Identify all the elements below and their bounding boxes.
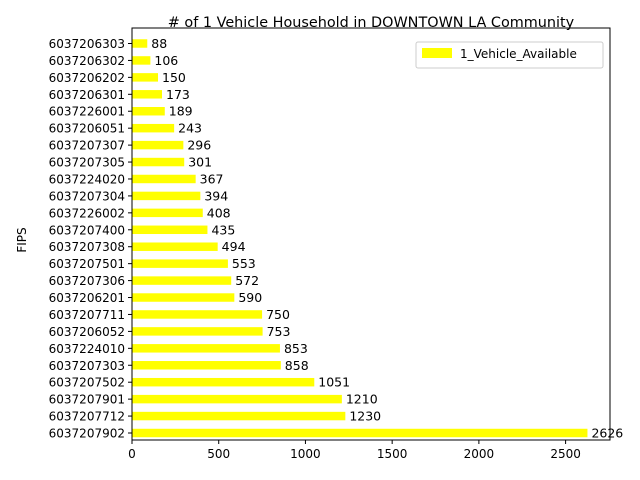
x-tick-label: 500 [207,447,230,461]
x-tick-label: 2000 [464,447,495,461]
x-tick-label: 1000 [290,447,321,461]
bar [132,174,196,184]
y-tick-label: 6037226001 [49,105,125,119]
data-label: 572 [235,273,259,288]
data-label: 88 [151,36,167,51]
bar [132,225,208,235]
bar [132,140,184,150]
bar [132,276,232,285]
y-axis-label: FIPS [15,227,29,252]
axes-frame [131,27,611,441]
bar [132,394,342,404]
y-tick-label: 6037207305 [49,156,125,170]
y-tick-label: 6037224010 [49,342,125,356]
data-label: 106 [154,53,178,68]
data-label: 553 [232,256,256,271]
y-tick-label: 6037206303 [49,37,125,51]
data-label: 590 [238,290,262,305]
data-label: 189 [169,104,193,119]
legend-swatch [422,48,452,58]
bar [132,208,203,218]
legend-box [415,41,604,69]
bar [132,39,148,48]
y-tick-label: 6037207306 [49,274,125,288]
bar [132,411,346,421]
bar [132,259,228,268]
y-tick-label: 6037207400 [49,223,125,237]
data-label: 301 [188,155,212,170]
y-tick-label: 6037207308 [49,240,125,254]
data-label: 394 [204,188,228,203]
bar [132,157,185,167]
bar [132,56,151,65]
bar [132,123,175,133]
data-label: 150 [162,70,186,85]
data-label: 408 [207,205,231,220]
data-label: 853 [284,341,308,356]
y-tick-label: 6037207307 [49,139,125,153]
bar [132,428,588,438]
y-tick-label: 6037207304 [49,189,125,203]
y-tick-label: 6037206302 [49,54,125,68]
y-tick-label: 6037206202 [49,71,125,85]
y-tick-label: 6037206201 [49,291,125,305]
data-label: 753 [267,324,291,339]
bar [132,327,263,336]
bar [132,310,263,319]
data-label: 296 [187,138,211,153]
data-label: 2626 [591,426,623,441]
y-tick-label: 6037206052 [49,325,125,339]
bar [132,107,165,116]
y-tick-label: 6037206301 [49,88,125,102]
bar [132,242,218,251]
data-label: 435 [211,222,235,237]
y-tick-label: 6037207902 [49,427,125,441]
legend-label: 1_Vehicle_Available [460,47,577,61]
y-tick-label: 6037207711 [49,308,125,322]
data-label: 1230 [349,409,381,424]
bar [132,361,281,370]
bar [132,191,201,201]
data-label: 750 [266,307,290,322]
y-tick-label: 6037206051 [49,122,125,136]
bar [132,293,235,302]
data-label: 1210 [346,392,378,407]
data-label: 494 [222,239,246,254]
bar [132,377,315,387]
y-tick-label: 6037224020 [49,172,125,186]
y-tick-label: 6037207303 [49,359,125,373]
y-tick-label: 6037226002 [49,206,125,220]
y-tick-label: 6037207901 [49,393,125,407]
bar [132,344,280,353]
x-tick-label: 0 [128,447,136,461]
data-label: 243 [178,121,202,136]
plot-area: 2626 6037207902 1230 6037207712 1210 60372079… [49,36,624,461]
bar [132,73,159,82]
data-label: 1051 [318,375,350,390]
data-label: 367 [200,171,224,186]
x-tick-label: 2500 [550,447,581,461]
x-tick-label: 1500 [377,447,408,461]
legend: 1_Vehicle_Available [415,41,604,69]
data-label: 858 [285,358,309,373]
y-tick-label: 6037207712 [49,410,125,424]
bar [132,90,163,99]
y-tick-label: 6037207501 [49,257,125,271]
data-label: 173 [166,87,190,102]
chart-title: # of 1 Vehicle Household in DOWNTOWN LA … [168,15,575,31]
y-tick-label: 6037207502 [49,376,125,390]
